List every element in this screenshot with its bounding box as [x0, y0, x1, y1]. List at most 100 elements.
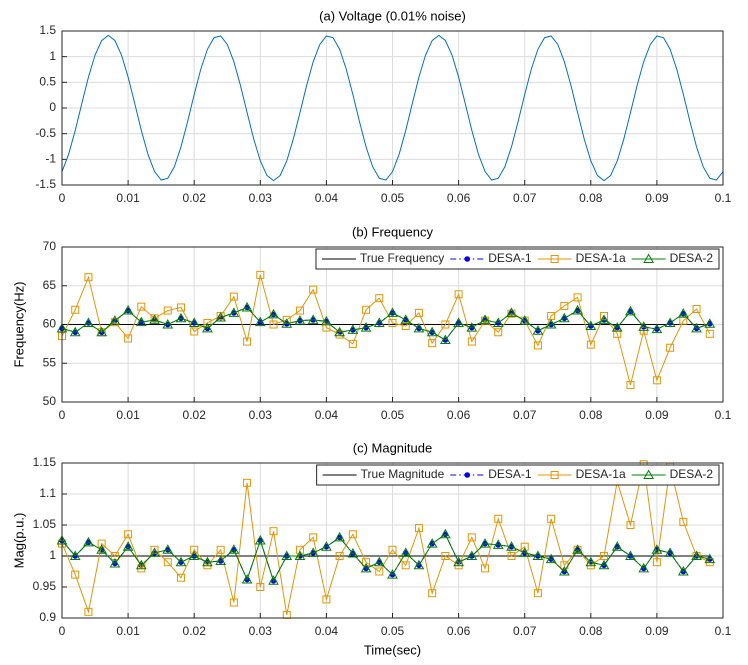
- legend-marker: [464, 256, 471, 262]
- marker: [254, 534, 266, 545]
- x-tick-label: 0.01: [116, 624, 140, 638]
- legend-label: DESA-1: [488, 251, 532, 265]
- y-tick-label: 1: [49, 49, 56, 63]
- marker: [598, 314, 610, 324]
- marker: [347, 324, 359, 334]
- marker: [440, 528, 451, 539]
- marker: [547, 514, 556, 523]
- x-tick-label: 0: [59, 191, 66, 205]
- marker: [122, 305, 134, 315]
- legend-label: True Magnitude: [361, 467, 445, 481]
- marker: [122, 541, 134, 551]
- marker: [162, 318, 174, 329]
- y-tick-label: 60: [43, 317, 57, 331]
- marker: [163, 306, 172, 315]
- x-tick-label: 0.03: [249, 191, 273, 205]
- marker: [175, 312, 187, 323]
- marker: [375, 294, 384, 303]
- x-tick-label: 0.06: [447, 624, 471, 638]
- x-tick-label: 0.06: [447, 191, 471, 205]
- marker: [572, 305, 583, 315]
- x-tick-label: 0.1: [715, 624, 732, 638]
- marker: [321, 541, 332, 551]
- marker: [572, 544, 583, 554]
- marker: [533, 589, 542, 598]
- marker: [162, 544, 174, 554]
- marker: [203, 318, 212, 327]
- marker: [426, 326, 438, 337]
- x-tick-label: 0.05: [381, 191, 405, 205]
- marker: [373, 317, 385, 327]
- marker: [69, 550, 81, 560]
- x-tick-label: 0.1: [715, 408, 732, 422]
- marker: [202, 322, 213, 333]
- marker: [692, 305, 701, 313]
- marker: [269, 320, 278, 329]
- marker: [401, 322, 410, 331]
- marker: [83, 536, 94, 547]
- marker: [626, 521, 635, 529]
- legend-marker: [464, 472, 471, 478]
- x-tick-label: 0.09: [645, 191, 669, 205]
- marker: [651, 544, 663, 554]
- marker: [307, 314, 319, 324]
- marker: [190, 545, 199, 554]
- x-tick-label: 0.08: [579, 408, 603, 422]
- marker: [96, 544, 108, 554]
- marker: [243, 337, 252, 346]
- marker: [256, 270, 265, 279]
- marker: [176, 573, 185, 582]
- marker: [309, 285, 318, 294]
- marker: [228, 307, 240, 317]
- marker: [388, 545, 397, 554]
- marker: [294, 315, 306, 325]
- marker: [388, 318, 397, 327]
- marker: [519, 315, 531, 325]
- marker: [71, 570, 80, 579]
- marker: [559, 565, 570, 576]
- x-tick-label: 0.02: [183, 624, 207, 638]
- marker: [109, 557, 121, 568]
- marker: [507, 552, 516, 560]
- marker: [677, 565, 689, 576]
- marker: [613, 329, 622, 338]
- marker: [269, 527, 278, 536]
- marker: [375, 567, 384, 576]
- marker: [705, 329, 714, 338]
- marker: [348, 530, 357, 539]
- marker: [441, 320, 450, 329]
- marker: [413, 559, 425, 570]
- marker: [124, 530, 133, 539]
- marker: [414, 524, 423, 533]
- y-tick-label: 50: [43, 394, 57, 408]
- marker: [652, 376, 661, 385]
- marker: [190, 327, 199, 336]
- marker: [400, 547, 412, 557]
- marker: [243, 478, 252, 487]
- marker: [362, 305, 371, 314]
- marker: [585, 556, 597, 567]
- legend: True Magnitude DESA-1 DESA-1a DESA-2: [316, 464, 720, 486]
- y-tick-label: 1.15: [33, 455, 57, 469]
- series-line: [61, 34, 724, 182]
- marker: [360, 562, 372, 573]
- marker: [545, 318, 557, 329]
- marker: [573, 293, 582, 302]
- marker: [679, 517, 688, 526]
- marker: [84, 607, 93, 616]
- marker: [704, 318, 716, 328]
- marker: [175, 556, 187, 567]
- x-tick-label: 0.06: [447, 408, 471, 422]
- chart-title: (b) Frequency: [352, 224, 433, 239]
- marker: [137, 302, 146, 311]
- marker: [401, 561, 410, 570]
- marker: [533, 341, 542, 350]
- x-tick-label: 0.03: [249, 408, 273, 422]
- marker: [124, 334, 133, 343]
- marker: [704, 553, 716, 564]
- marker: [387, 307, 398, 317]
- marker: [492, 539, 504, 549]
- marker: [559, 312, 570, 323]
- x-tick-label: 0.01: [116, 191, 140, 205]
- marker: [229, 292, 238, 301]
